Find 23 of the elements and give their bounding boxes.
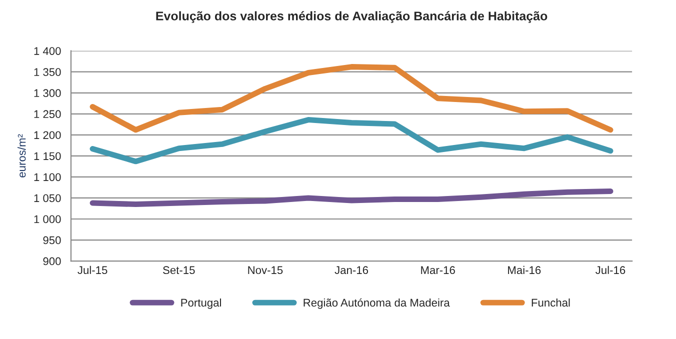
y-tick-label: 1 250 bbox=[34, 110, 61, 118]
legend-label: Portugal bbox=[181, 298, 221, 309]
y-tick-label: 1 100 bbox=[34, 173, 61, 182]
y-axis-title: euros/m² bbox=[18, 134, 26, 178]
y-tick-label: 1 150 bbox=[34, 152, 61, 160]
y-tick-label: 1 350 bbox=[34, 68, 61, 76]
y-tick-label: 950 bbox=[43, 236, 61, 244]
x-tick-label: Jul-15 bbox=[78, 266, 108, 274]
x-tick-label: Set-15 bbox=[163, 266, 195, 274]
y-tick-label: 1 050 bbox=[34, 194, 61, 202]
y-tick-label: 1 400 bbox=[34, 47, 61, 55]
x-tick-label: Jan-16 bbox=[334, 266, 368, 274]
y-tick-label: 1 300 bbox=[34, 89, 61, 98]
x-tick-label: Mai-16 bbox=[508, 266, 541, 274]
chart-title: Evolução dos valores médios de Avaliação Bancária de Habitação bbox=[156, 11, 548, 23]
y-tick-label: 1 000 bbox=[34, 215, 61, 224]
y-tick-label: 900 bbox=[43, 257, 61, 266]
x-tick-label: Mar-16 bbox=[421, 266, 455, 274]
legend-label: Funchal bbox=[532, 298, 570, 307]
x-tick-label: Nov-15 bbox=[248, 266, 283, 274]
x-tick-label: Jul-16 bbox=[596, 266, 626, 274]
legend-label: Região Autónoma da Madeira bbox=[304, 298, 450, 309]
y-tick-label: 1 200 bbox=[34, 131, 61, 140]
